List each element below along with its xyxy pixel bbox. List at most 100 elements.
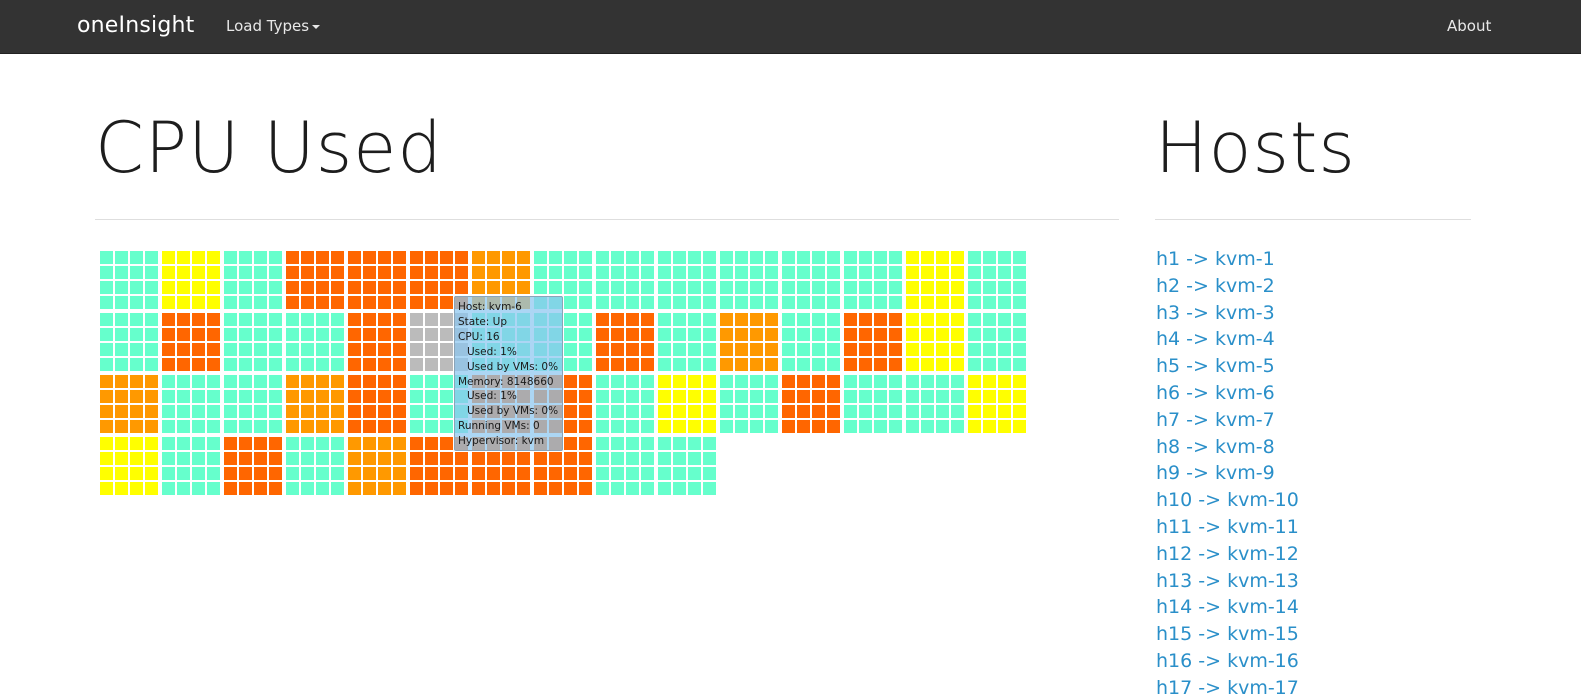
host-cell: [348, 328, 361, 341]
brand-link[interactable]: oneInsight: [77, 13, 195, 38]
host-link[interactable]: h14 -> kvm-14: [1156, 596, 1299, 619]
host-block[interactable]: [348, 313, 406, 371]
load-types-dropdown[interactable]: Load Types: [226, 17, 321, 35]
host-cell: [782, 281, 795, 294]
host-cell: [363, 390, 376, 403]
host-cell: [844, 296, 857, 309]
host-block[interactable]: [844, 375, 902, 433]
host-block[interactable]: [968, 375, 1026, 433]
host-cell: [921, 405, 934, 418]
host-link[interactable]: h13 -> kvm-13: [1156, 569, 1299, 592]
host-cell: [224, 358, 237, 371]
host-cell: [348, 390, 361, 403]
host-link[interactable]: h3 -> kvm-3: [1156, 301, 1275, 324]
host-cell: [239, 343, 252, 356]
host-block[interactable]: [658, 251, 716, 309]
host-block[interactable]: [100, 251, 158, 309]
host-block[interactable]: [720, 375, 778, 433]
host-block[interactable]: [596, 437, 654, 495]
host-cell: [765, 343, 778, 356]
host-block[interactable]: [348, 437, 406, 495]
host-cell: [301, 405, 314, 418]
host-block[interactable]: [658, 313, 716, 371]
host-block[interactable]: [162, 375, 220, 433]
host-link[interactable]: h11 -> kvm-11: [1156, 515, 1299, 538]
host-block[interactable]: [100, 313, 158, 371]
host-cell: [269, 281, 282, 294]
host-link[interactable]: h15 -> kvm-15: [1156, 623, 1299, 646]
host-block[interactable]: [968, 251, 1026, 309]
host-cell: [688, 405, 701, 418]
host-block[interactable]: [596, 251, 654, 309]
host-link[interactable]: h10 -> kvm-10: [1156, 489, 1299, 512]
host-cell: [688, 266, 701, 279]
host-block[interactable]: [224, 251, 282, 309]
host-block[interactable]: [844, 313, 902, 371]
host-block[interactable]: [286, 437, 344, 495]
host-block[interactable]: [100, 375, 158, 433]
host-block[interactable]: [720, 251, 778, 309]
host-link[interactable]: h8 -> kvm-8: [1156, 435, 1275, 458]
host-cell: [239, 313, 252, 326]
host-cell: [316, 296, 329, 309]
host-cell: [410, 296, 423, 309]
host-block[interactable]: [906, 375, 964, 433]
host-block[interactable]: [286, 313, 344, 371]
host-cell: [688, 390, 701, 403]
host-block[interactable]: [162, 313, 220, 371]
host-link[interactable]: h12 -> kvm-12: [1156, 542, 1299, 565]
host-link[interactable]: h16 -> kvm-16: [1156, 649, 1299, 672]
host-link[interactable]: h7 -> kvm-7: [1156, 408, 1275, 431]
host-cell: [658, 251, 671, 264]
host-cell: [874, 358, 887, 371]
host-block[interactable]: [224, 313, 282, 371]
host-link[interactable]: h9 -> kvm-9: [1156, 462, 1275, 485]
host-block[interactable]: [596, 313, 654, 371]
host-cell: [596, 482, 609, 495]
host-link[interactable]: h1 -> kvm-1: [1156, 248, 1275, 270]
host-link[interactable]: h17 -> kvm-17: [1156, 676, 1299, 699]
host-cell: [998, 390, 1011, 403]
host-block[interactable]: [782, 251, 840, 309]
host-block[interactable]: [782, 375, 840, 433]
host-block[interactable]: [658, 375, 716, 433]
host-block[interactable]: [348, 375, 406, 433]
host-cell: [410, 313, 423, 326]
host-block[interactable]: [224, 437, 282, 495]
host-link[interactable]: h2 -> kvm-2: [1156, 274, 1275, 297]
host-block[interactable]: [410, 251, 468, 309]
host-cell: [673, 375, 686, 388]
host-block[interactable]: [100, 437, 158, 495]
host-block[interactable]: [782, 313, 840, 371]
host-block[interactable]: [844, 251, 902, 309]
host-cell: [269, 375, 282, 388]
host-block[interactable]: [348, 251, 406, 309]
host-cell: [812, 343, 825, 356]
host-link[interactable]: h4 -> kvm-4: [1156, 328, 1275, 351]
host-block[interactable]: [286, 375, 344, 433]
host-link[interactable]: h6 -> kvm-6: [1156, 381, 1275, 404]
host-block[interactable]: [162, 437, 220, 495]
host-cell: [145, 375, 158, 388]
host-cell: [797, 420, 810, 433]
about-link[interactable]: About: [1447, 17, 1492, 35]
host-block[interactable]: [162, 251, 220, 309]
host-block[interactable]: [596, 375, 654, 433]
host-cell: [688, 313, 701, 326]
host-cell: [207, 266, 220, 279]
host-cell: [301, 467, 314, 480]
host-block[interactable]: [720, 313, 778, 371]
host-cell: [641, 251, 654, 264]
host-cell: [596, 343, 609, 356]
host-block[interactable]: [224, 375, 282, 433]
host-cell: [968, 358, 981, 371]
host-link[interactable]: h5 -> kvm-5: [1156, 355, 1275, 378]
host-block[interactable]: [906, 313, 964, 371]
host-block[interactable]: [968, 313, 1026, 371]
host-cell: [100, 328, 113, 341]
host-block[interactable]: [658, 437, 716, 495]
host-cell: [286, 437, 299, 450]
host-block[interactable]: [286, 251, 344, 309]
host-block[interactable]: [906, 251, 964, 309]
host-cell: [286, 251, 299, 264]
